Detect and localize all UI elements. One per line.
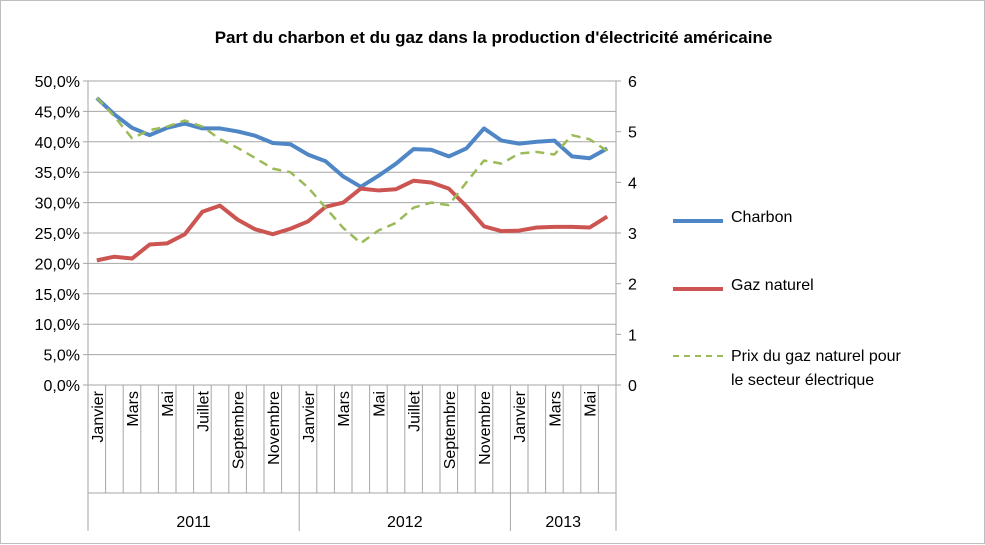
y-right-tick-label: 6 (628, 74, 637, 91)
x-tick-label: Septembre (231, 391, 248, 469)
x-tick-label: Mars (336, 391, 353, 427)
y-right-tick-label: 5 (628, 125, 637, 142)
x-tick-label: Janvier (301, 390, 318, 442)
legend-item-prix: Prix du gaz naturel pour le secteur élec… (673, 345, 913, 393)
y-left-tick-label: 20,0% (35, 256, 80, 273)
x-tick-label: Mai (160, 391, 177, 417)
year-label: 2012 (387, 514, 423, 531)
x-tick-label: Mars (125, 391, 142, 427)
y-left-tick-label: 10,0% (35, 317, 80, 334)
x-tick-label: Juillet (407, 390, 424, 431)
y-left-tick-label: 35,0% (35, 165, 80, 182)
y-right-tick-label: 2 (628, 277, 637, 294)
y-left-tick-label: 15,0% (35, 287, 80, 304)
y-left-tick-label: 25,0% (35, 226, 80, 243)
x-tick-label: Mai (583, 391, 600, 417)
x-tick-label: Novembre (477, 391, 494, 465)
legend-label: Charbon (731, 209, 792, 227)
series-line-gaz-naturel (97, 181, 607, 261)
x-tick-label: Juillet (195, 390, 212, 431)
y-left-tick-label: 45,0% (35, 104, 80, 121)
y-left-tick-label: 30,0% (35, 196, 80, 213)
x-tick-label: Mars (547, 391, 564, 427)
y-left-tick-label: 50,0% (35, 74, 80, 91)
x-tick-label: Novembre (266, 391, 283, 465)
y-left-tick-label: 40,0% (35, 135, 80, 152)
y-right-tick-label: 3 (628, 226, 637, 243)
legend-swatch (673, 355, 723, 357)
x-tick-label: Septembre (442, 391, 459, 469)
legend-label: Prix du gaz naturel pour le secteur élec… (731, 345, 913, 393)
x-tick-label: Janvier (512, 390, 529, 442)
series-line-prix-du-gaz-naturel-pour-le-secteur-lectrique (97, 98, 607, 243)
legend-swatch (673, 219, 723, 223)
y-right-tick-label: 0 (628, 378, 637, 395)
x-tick-label: Janvier (90, 390, 107, 442)
y-left-tick-label: 5,0% (44, 348, 80, 365)
legend-swatch (673, 287, 723, 291)
y-right-tick-label: 4 (628, 175, 637, 192)
y-left-tick-label: 0,0% (44, 378, 80, 395)
legend-item-charbon: Charbon (673, 209, 792, 227)
legend-item-gaz: Gaz naturel (673, 277, 814, 295)
year-label: 2013 (545, 514, 581, 531)
x-tick-label: Mai (371, 391, 388, 417)
legend-label: Gaz naturel (731, 277, 814, 295)
year-label: 2011 (176, 514, 211, 531)
y-right-tick-label: 1 (628, 327, 637, 344)
